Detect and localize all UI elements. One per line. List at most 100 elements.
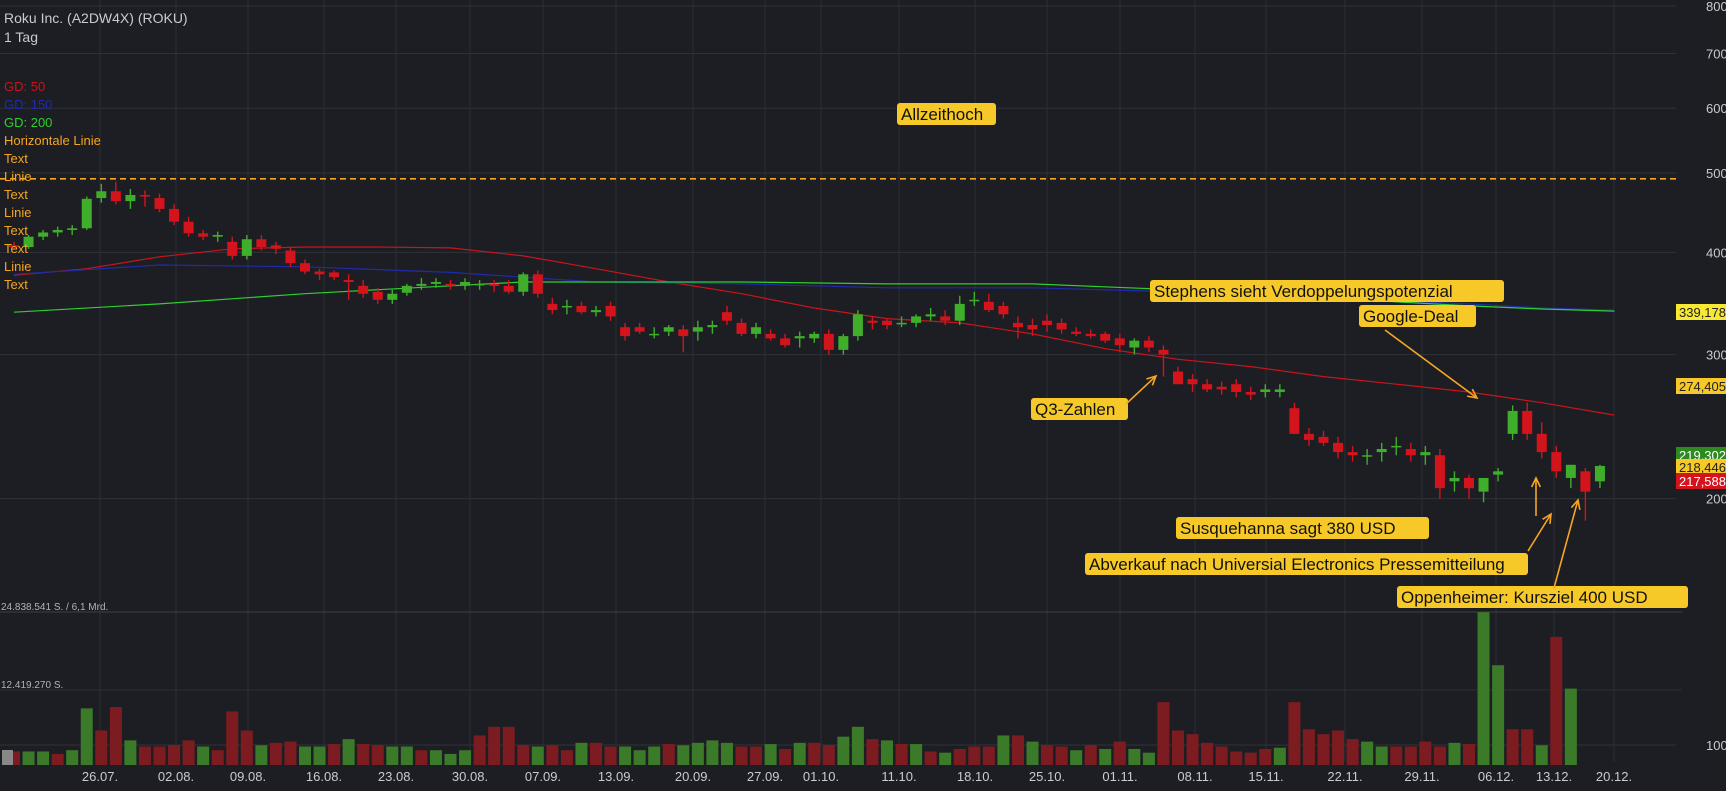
candle-body <box>343 280 354 282</box>
legend-item[interactable]: Text <box>4 241 28 256</box>
candle <box>1056 318 1067 334</box>
grid <box>0 0 1682 762</box>
candle <box>154 193 165 213</box>
volume-bar <box>735 746 748 765</box>
candle-body <box>882 320 892 326</box>
y-tick-label: 100,000 <box>1706 738 1726 753</box>
x-tick-label: 18.10. <box>957 769 993 784</box>
candle-body <box>110 191 121 202</box>
volume-bar <box>531 746 544 765</box>
annotation-label: Stephens sieht Verdoppelungspotenzial <box>1150 280 1504 302</box>
price-badge-box <box>1676 378 1726 394</box>
candle <box>852 310 863 341</box>
arrow-head <box>1570 498 1581 510</box>
volume-bar <box>1361 741 1374 765</box>
volume-bar <box>1011 735 1024 765</box>
candle <box>1027 318 1038 337</box>
candle-body <box>838 336 849 350</box>
candle <box>940 310 951 326</box>
candle-body <box>1027 325 1038 330</box>
arrow-line <box>1527 513 1552 552</box>
candle <box>445 280 456 290</box>
price-badge: 217,588 <box>1676 473 1726 489</box>
legend-item[interactable]: GD: 200 <box>4 115 53 130</box>
price-badge: 218,446 <box>1676 459 1726 475</box>
candle <box>1376 442 1387 462</box>
candle <box>547 297 558 315</box>
volume-bar <box>22 751 35 765</box>
candle-body <box>1594 465 1605 482</box>
candle <box>1085 329 1096 339</box>
annotation-text: Abverkauf nach Universial Electronics Pr… <box>1089 555 1505 574</box>
candle-body <box>1551 452 1562 472</box>
candle-body <box>925 314 936 317</box>
candle <box>1420 445 1431 465</box>
legend-item[interactable]: GD: 50 <box>4 79 46 94</box>
legend-item[interactable]: Text <box>4 151 28 166</box>
volume-bar <box>1215 746 1228 765</box>
x-tick-label: 13.12. <box>1536 769 1572 784</box>
legend-item[interactable]: Linie <box>4 169 32 184</box>
volume-bar <box>1419 741 1432 765</box>
legend-item[interactable]: Linie <box>4 259 32 274</box>
legend-item[interactable]: GD: 150 <box>4 97 53 112</box>
volume-bar <box>1564 688 1577 765</box>
candle <box>1143 336 1154 353</box>
volume-bar <box>837 736 850 765</box>
price-badge-text: 339,178 <box>1679 305 1726 320</box>
volume-bar <box>1157 702 1170 765</box>
volume-bar <box>939 752 952 765</box>
candle-body <box>1434 455 1445 489</box>
candle <box>1565 464 1576 489</box>
candle <box>314 268 325 281</box>
candle <box>387 289 398 304</box>
volume-bar <box>750 746 763 765</box>
x-tick-label: 06.12. <box>1478 769 1514 784</box>
legend-item[interactable]: Text <box>4 223 28 238</box>
candle-body <box>270 245 281 249</box>
volume-bar <box>968 746 981 765</box>
volume-bar <box>982 746 995 765</box>
volume-bar <box>444 753 457 765</box>
candle-body <box>169 208 180 222</box>
volume-bar <box>1346 739 1359 765</box>
volume-bar <box>95 730 108 765</box>
legend-item[interactable]: Horizontale Linie <box>4 133 101 148</box>
volume-bar <box>691 742 704 765</box>
candle-body <box>1493 471 1504 475</box>
x-tick-label: 01.11. <box>1102 769 1137 784</box>
annotation-arrow <box>1384 329 1479 400</box>
legend-item[interactable]: Text <box>4 187 28 202</box>
candle-body <box>998 305 1009 315</box>
candle <box>1012 316 1023 339</box>
candle <box>52 226 63 237</box>
candle <box>1216 381 1227 395</box>
volume-bar <box>866 739 879 765</box>
candle <box>1114 333 1125 353</box>
candle-body <box>183 221 194 234</box>
volume-bar <box>124 740 137 765</box>
candle-body <box>605 305 616 317</box>
x-tick-label: 23.08. <box>378 769 414 784</box>
candles <box>9 181 1605 521</box>
candle <box>1245 386 1256 401</box>
legend-item[interactable]: Linie <box>4 205 32 220</box>
y-tick-label: 200,000 <box>1706 492 1726 507</box>
candle <box>1362 448 1373 465</box>
candle-body <box>1449 477 1460 482</box>
candle-body <box>52 229 63 233</box>
volume-bar <box>1142 752 1155 765</box>
candle <box>1594 464 1605 489</box>
legend-item[interactable]: Text <box>4 277 28 292</box>
annotation-label: Oppenheimer: Kursziel 400 USD <box>1397 586 1688 608</box>
volume-bar <box>371 745 384 765</box>
candle-body <box>445 283 456 286</box>
candle <box>343 274 354 300</box>
volume-bar <box>720 742 733 765</box>
candle-body <box>212 234 223 237</box>
candle-body <box>532 274 543 294</box>
x-tick-label: 01.10. <box>803 769 839 784</box>
volume-bar <box>400 746 413 765</box>
volume-bar <box>546 745 559 765</box>
